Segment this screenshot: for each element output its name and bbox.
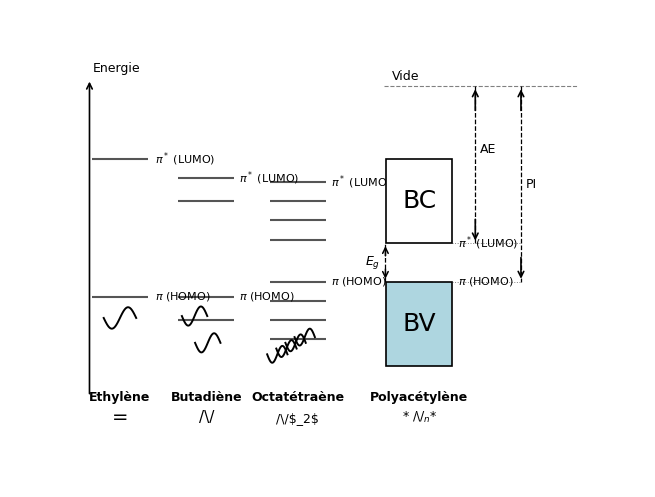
Text: $\pi$ (HOMO): $\pi$ (HOMO) bbox=[155, 290, 211, 303]
Text: $E_g$: $E_g$ bbox=[365, 254, 381, 271]
Text: AE: AE bbox=[480, 143, 496, 156]
Text: $\pi$ (HOMO): $\pi$ (HOMO) bbox=[239, 290, 295, 303]
Text: Energie: Energie bbox=[93, 62, 141, 75]
Text: Butadiène: Butadiène bbox=[170, 391, 242, 404]
Text: Vide: Vide bbox=[392, 70, 419, 83]
Bar bbox=[386, 159, 453, 244]
Text: /\/: /\/ bbox=[198, 410, 214, 425]
Text: $\pi^*$ (LUMO): $\pi^*$ (LUMO) bbox=[155, 150, 216, 168]
Text: Ethylène: Ethylène bbox=[89, 391, 151, 404]
Text: Octatétraène: Octatétraène bbox=[251, 391, 344, 404]
Text: Polyacétylène: Polyacétylène bbox=[370, 391, 468, 404]
Text: $\pi^*$ (LUMO): $\pi^*$ (LUMO) bbox=[331, 173, 391, 191]
Text: $\pi$ (HOMO): $\pi$ (HOMO) bbox=[331, 275, 386, 288]
Text: $\pi$ (HOMO): $\pi$ (HOMO) bbox=[457, 275, 513, 288]
Text: /\/\$_2$: /\/\$_2$ bbox=[276, 412, 319, 425]
Text: =: = bbox=[112, 408, 128, 427]
Text: $\pi^*$ (LUMO): $\pi^*$ (LUMO) bbox=[239, 169, 300, 187]
Text: * /\/$_n$*: * /\/$_n$* bbox=[402, 410, 438, 425]
Text: BV: BV bbox=[403, 312, 436, 335]
Text: BC: BC bbox=[402, 189, 436, 213]
Text: $\pi^*$ (LUMO): $\pi^*$ (LUMO) bbox=[457, 235, 518, 252]
Bar bbox=[386, 282, 453, 366]
Text: PI: PI bbox=[526, 177, 537, 190]
